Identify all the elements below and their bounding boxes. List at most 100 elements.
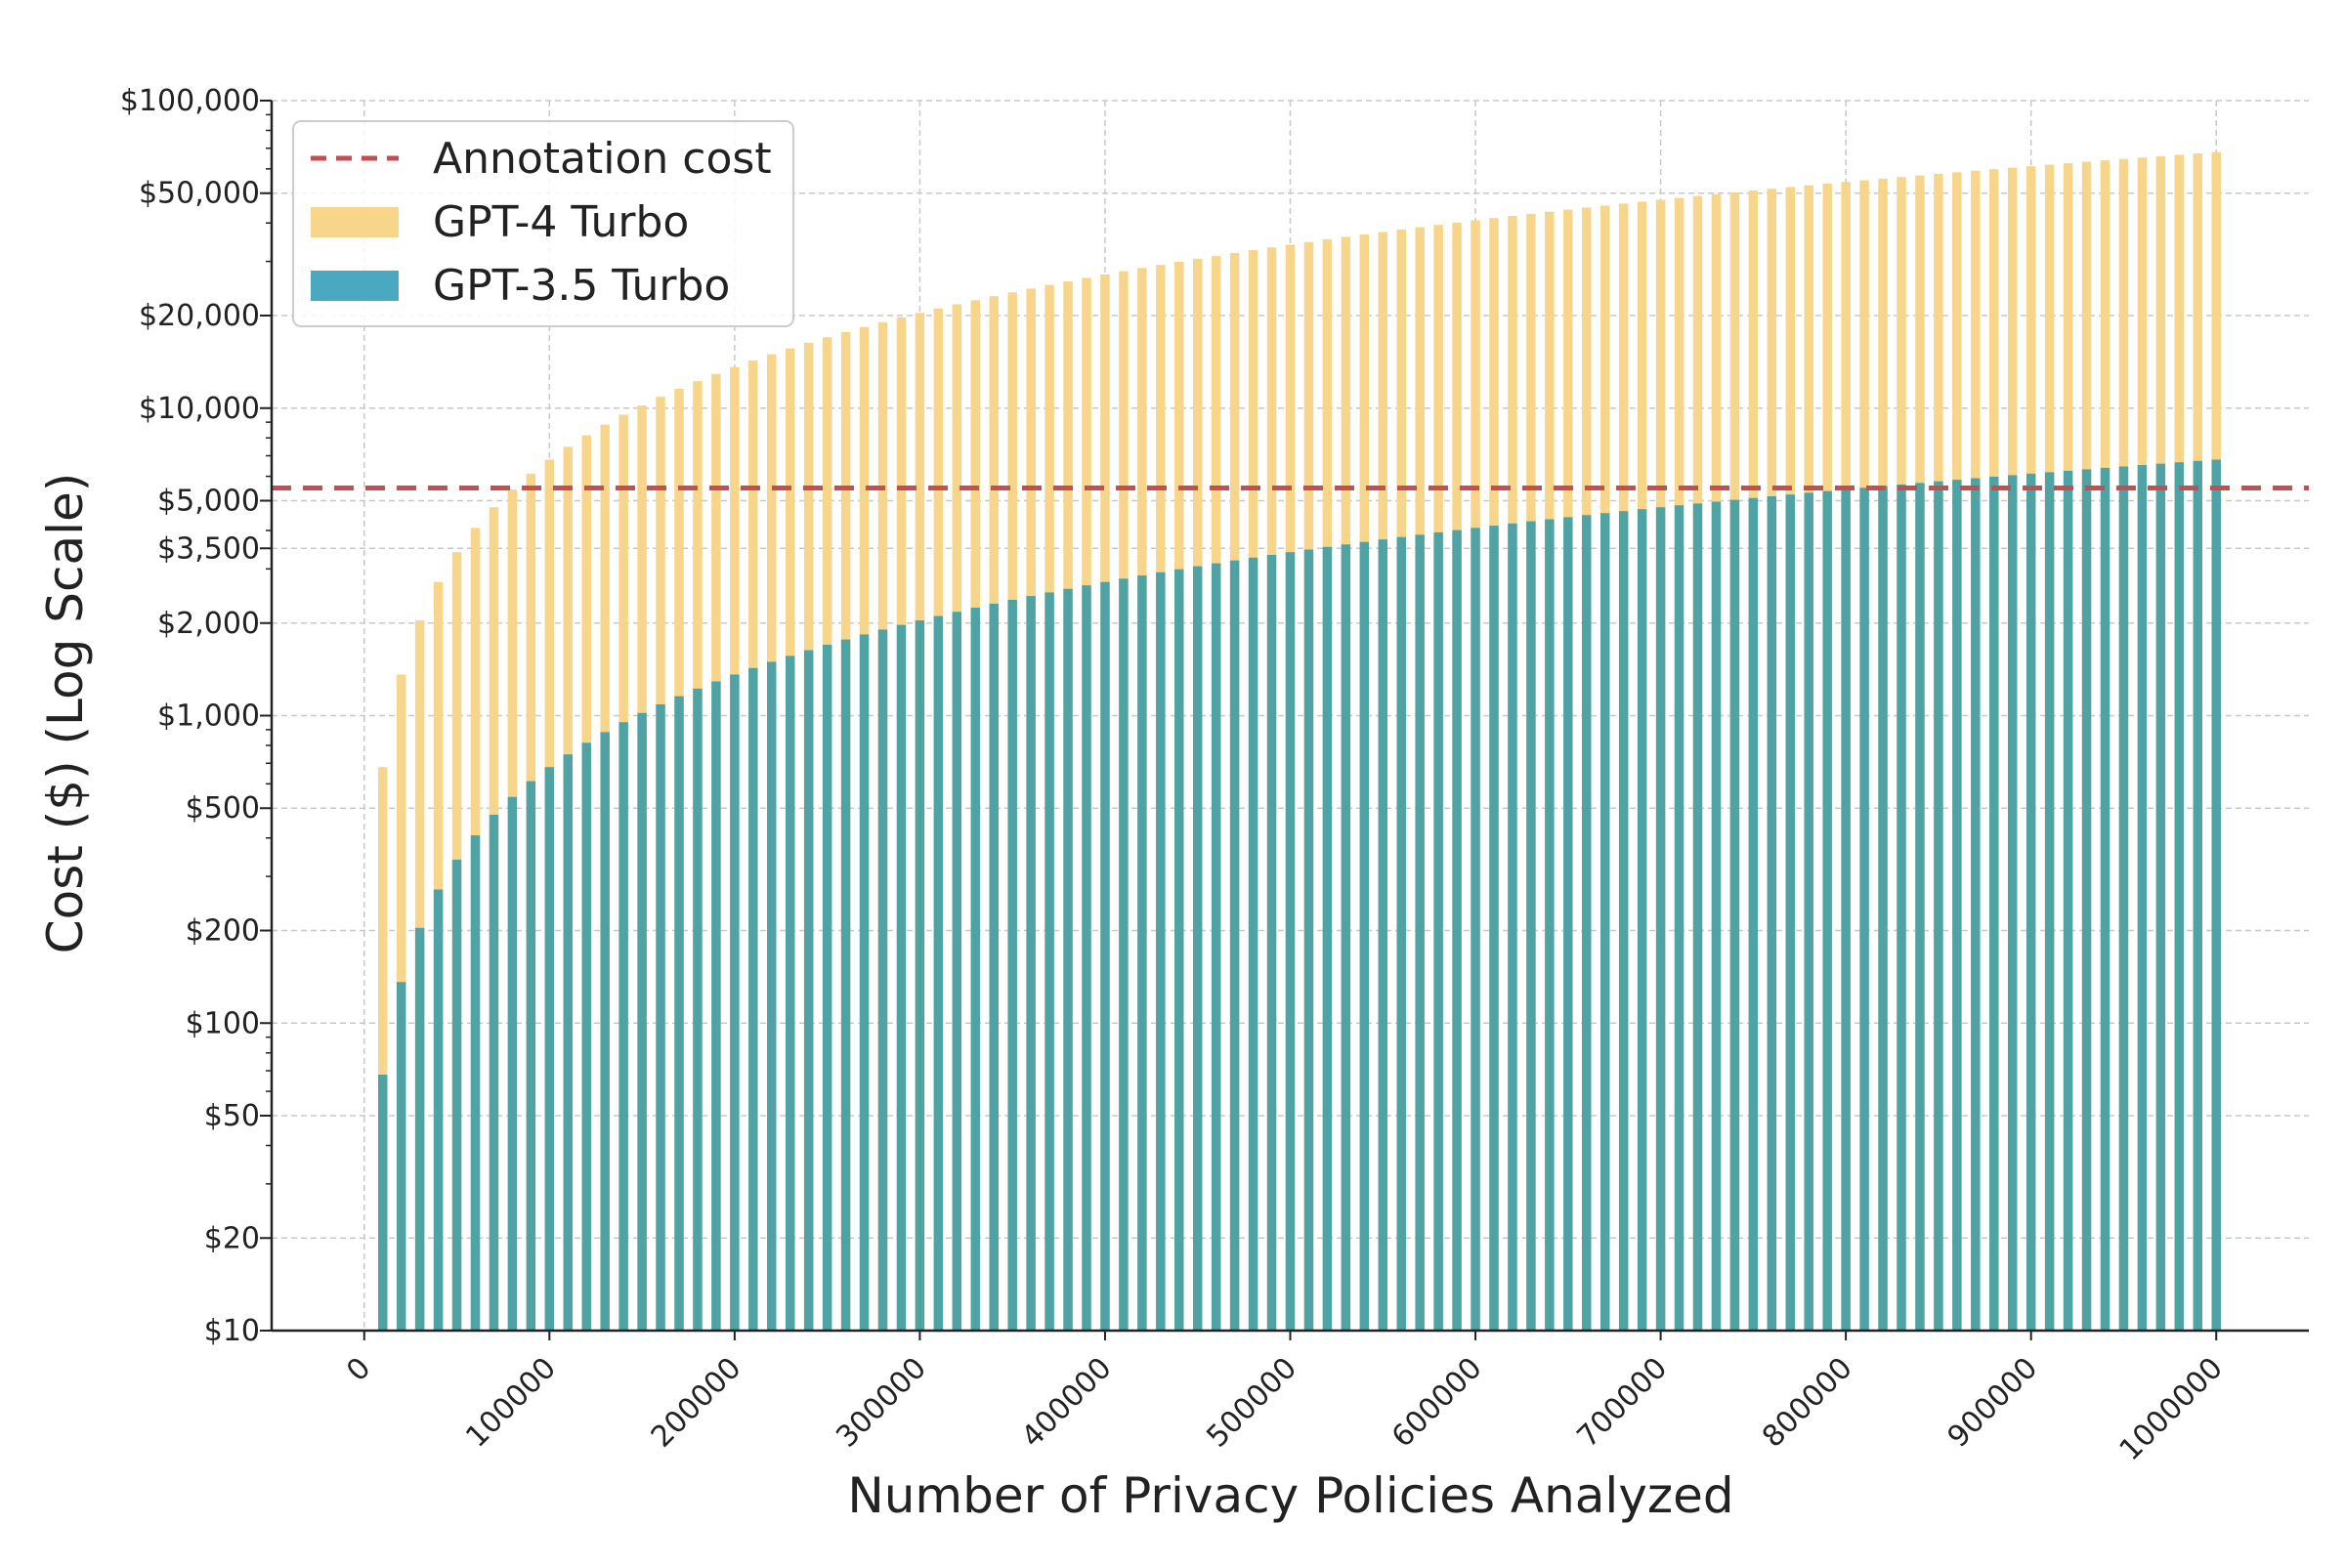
gpt35-bar <box>2007 475 2018 1331</box>
legend: Annotation cost GPT-4 Turbo GPT-3.5 Turb… <box>292 120 794 327</box>
gpt35-bar <box>1378 539 1388 1331</box>
gpt35-bar <box>2137 465 2148 1331</box>
gpt4-bars <box>377 151 2221 1332</box>
gpt35-bar <box>1156 572 1166 1331</box>
y-tick-label: $500 <box>186 791 260 826</box>
gpt35-bar <box>489 814 499 1331</box>
gpt35-bar <box>1878 486 1888 1331</box>
y-tick-label: $50 <box>204 1099 260 1133</box>
y-tick-label: $10 <box>204 1314 260 1348</box>
gpt35-bar <box>1692 503 1703 1331</box>
gpt35-bar <box>618 722 628 1331</box>
gpt35-bar <box>396 982 406 1331</box>
gpt35-bar <box>2193 460 2203 1331</box>
y-tick-label: $5,000 <box>157 484 260 518</box>
gpt35-bar <box>1137 575 1147 1331</box>
gpt35-bar <box>1248 557 1258 1331</box>
y-tick-label: $200 <box>186 914 260 949</box>
x-tick-label: 800000 <box>1756 1351 1859 1455</box>
y-tick-label: $20,000 <box>139 299 260 333</box>
gpt35-bar <box>1119 578 1129 1331</box>
x-tick-label: 900000 <box>1941 1351 2045 1455</box>
gpt35-bar <box>1563 517 1573 1331</box>
gpt35-bar <box>1822 490 1832 1331</box>
gpt35-bar <box>2155 463 2166 1331</box>
legend-gpt35-label: GPT-3.5 Turbo <box>433 261 730 311</box>
x-tick-label: 100000 <box>459 1351 563 1455</box>
gpt35-bar <box>877 629 888 1331</box>
gpt35-bar <box>970 608 981 1331</box>
gpt35-bar <box>1026 596 1036 1331</box>
gpt35-bar <box>803 650 814 1331</box>
gpt35-bar <box>1007 599 1017 1331</box>
x-tick-label: 200000 <box>645 1351 748 1455</box>
legend-gpt4-label: GPT-4 Turbo <box>433 197 689 247</box>
gpt35-bar <box>1804 492 1813 1331</box>
y-tick-label: $3,500 <box>157 531 260 566</box>
gpt35-bar <box>1045 592 1054 1331</box>
gpt35-bar <box>1859 487 1869 1331</box>
gpt35-bar <box>1618 511 1629 1331</box>
gpt35-bar <box>1989 476 1999 1331</box>
gpt35-bars <box>377 459 2221 1332</box>
gpt35-bar <box>822 644 832 1331</box>
gpt35-bar <box>1897 484 1906 1331</box>
x-tick-label: 1000000 <box>2113 1351 2230 1467</box>
y-tick-label: $2,000 <box>157 607 260 641</box>
gpt35-bar <box>711 681 721 1331</box>
gpt35-bar <box>1582 515 1592 1331</box>
gpt35-bar <box>1266 554 1277 1331</box>
y-tick-label: $50,000 <box>139 177 260 211</box>
y-tick-label: $20 <box>204 1221 260 1255</box>
gpt35-bar <box>1952 480 1962 1331</box>
gpt35-bar <box>1489 526 1499 1331</box>
gpt4-bar <box>377 767 388 1331</box>
x-tick-label: 600000 <box>1386 1351 1489 1455</box>
y-tick-label: $100 <box>186 1006 260 1040</box>
gpt35-bar <box>989 603 999 1331</box>
gpt35-bar <box>1471 528 1480 1331</box>
x-tick-label: 0 <box>340 1351 377 1388</box>
gpt35-bar <box>414 927 425 1331</box>
legend-gpt35-swatch <box>311 271 399 301</box>
x-axis-title: Number of Privacy Policies Analyzed <box>847 1467 1733 1524</box>
gpt35-bar <box>896 624 907 1331</box>
gpt35-bar <box>1729 499 1740 1331</box>
gpt35-bar <box>1971 478 1981 1331</box>
gpt35-bar <box>1655 507 1666 1331</box>
gpt35-bar <box>2211 459 2221 1331</box>
gpt35-bar <box>1545 519 1555 1331</box>
gpt35-bar <box>2100 467 2110 1331</box>
gpt35-bar <box>1396 536 1406 1331</box>
gpt35-bar <box>1359 541 1370 1331</box>
gpt35-bar <box>2044 472 2055 1332</box>
gpt35-bar <box>2174 462 2185 1332</box>
gpt35-bar <box>748 667 758 1331</box>
gpt35-bar <box>1303 549 1314 1331</box>
gpt35-bar <box>637 712 647 1331</box>
y-tick-label: $100,000 <box>120 84 260 118</box>
gpt35-bar <box>600 732 610 1331</box>
gpt35-bar <box>1174 569 1184 1331</box>
gpt35-bar <box>1322 546 1333 1331</box>
y-ticks: $10 $20 $50 $100 $200 $500 $1,000 $2,000 $3,500 $… <box>120 84 272 1348</box>
gpt35-bar <box>1785 494 1796 1332</box>
gpt35-bar <box>1526 521 1536 1331</box>
gpt35-bar <box>767 661 777 1331</box>
x-tick-label: 300000 <box>830 1351 933 1455</box>
gpt35-bar <box>581 742 591 1331</box>
gpt35-bar <box>1452 530 1462 1331</box>
gpt35-bar <box>377 1074 388 1331</box>
gpt35-bar <box>952 612 962 1331</box>
gpt35-bar <box>526 781 536 1331</box>
gpt35-bar <box>1229 560 1240 1331</box>
gpt35-bar <box>2025 473 2036 1331</box>
legend-frame <box>292 120 794 327</box>
gpt35-bar <box>1100 581 1110 1331</box>
y-tick-label: $10,000 <box>139 392 260 426</box>
gpt35-bar <box>1285 552 1296 1331</box>
gpt35-bar <box>1192 566 1203 1331</box>
gpt35-bar <box>1433 531 1443 1331</box>
